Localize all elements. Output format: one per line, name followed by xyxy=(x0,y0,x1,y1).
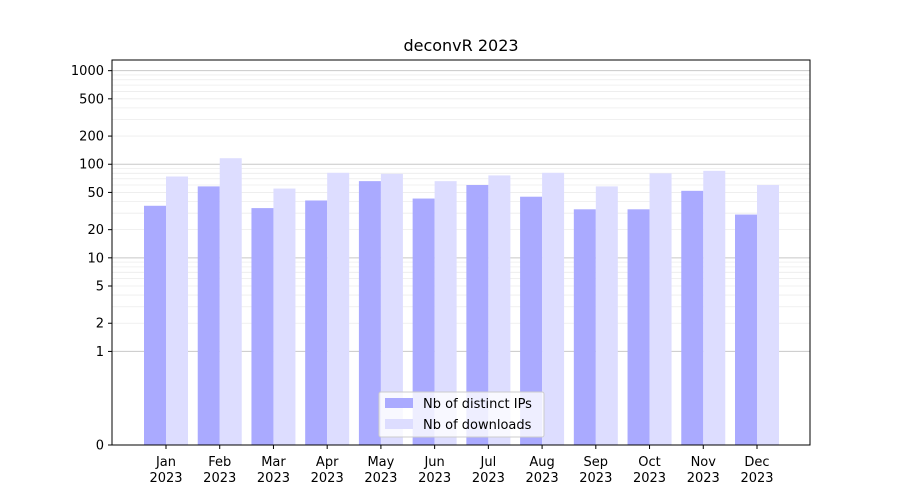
x-tick-label: Mar 2023 xyxy=(257,455,290,486)
bar-distinct-ips-4 xyxy=(305,200,328,445)
bar-distinct-ips-1 xyxy=(144,205,166,445)
bar-downloads-1 xyxy=(166,176,188,446)
bar-distinct-ips-5 xyxy=(358,181,381,445)
bar-downloads-12 xyxy=(757,185,779,445)
x-tick-label: Apr 2023 xyxy=(311,455,344,486)
x-tick-label: May 2023 xyxy=(364,455,397,486)
bar-downloads-7 xyxy=(488,175,511,445)
bar-downloads-3 xyxy=(273,188,296,445)
x-tick-label: Dec 2023 xyxy=(740,455,773,486)
x-axis: Jan 2023 Feb 2023 Mar 2023 Apr 2023 May 2023 Jun 20… xyxy=(149,445,774,486)
bar-distinct-ips-8 xyxy=(520,196,543,445)
bar-distinct-ips-6 xyxy=(412,198,435,445)
bar-downloads-4 xyxy=(327,172,350,445)
legend-label-downloads: Nb of downloads xyxy=(423,418,532,433)
bar-distinct-ips-11 xyxy=(681,190,704,445)
y-tick-label: 2 xyxy=(96,317,104,332)
y-axis: 0 1 2 5 10 20 50 100 200 500 1000 xyxy=(71,64,112,454)
bar-downloads-11 xyxy=(703,170,726,446)
bar-distinct-ips-3 xyxy=(251,208,274,445)
y-tick-label: 100 xyxy=(79,158,104,173)
bar-distinct-ips-10 xyxy=(627,209,650,445)
y-tick-label: 5 xyxy=(96,280,104,295)
x-tick-label: Sep 2023 xyxy=(579,455,612,486)
x-tick-label: Jun 2023 xyxy=(418,455,451,486)
bar-distinct-ips-2 xyxy=(197,186,220,445)
bar-downloads-8 xyxy=(542,172,565,445)
y-tick-label: 50 xyxy=(87,186,104,201)
x-tick-label: Feb 2023 xyxy=(203,455,236,486)
plot-frame xyxy=(111,59,811,446)
bar-distinct-ips-9 xyxy=(573,209,596,445)
x-tick-label: Nov 2023 xyxy=(687,455,720,486)
bar-downloads-2 xyxy=(219,158,242,446)
legend-label-ips: Nb of distinct IPs xyxy=(423,397,532,412)
bar-downloads-9 xyxy=(595,186,618,445)
bar-downloads-10 xyxy=(649,173,672,445)
y-tick-label: 200 xyxy=(79,130,104,145)
chart-title: deconvR 2023 xyxy=(403,36,518,55)
legend-box xyxy=(378,391,545,438)
y-tick-label: 10 xyxy=(87,251,104,266)
x-tick-label: Jul 2023 xyxy=(472,455,505,486)
y-tick-label: 1 xyxy=(96,345,104,360)
y-tick-label: 20 xyxy=(87,223,104,238)
legend-swatch-ips xyxy=(385,398,413,408)
y-tick-label: 0 xyxy=(96,439,104,454)
bars xyxy=(144,158,779,446)
legend-swatch-downloads xyxy=(385,419,413,429)
bar-downloads-5 xyxy=(380,173,403,446)
bar-distinct-ips-12 xyxy=(735,214,757,445)
y-tick-label: 500 xyxy=(79,92,104,107)
bar-downloads-6 xyxy=(434,181,457,445)
legend: Nb of distinct IPs Nb of downloads xyxy=(378,391,545,438)
x-tick-label: Oct 2023 xyxy=(633,455,666,486)
x-tick-label: Aug 2023 xyxy=(526,455,559,486)
x-tick-label: Jan 2023 xyxy=(149,455,182,486)
bar-distinct-ips-7 xyxy=(466,185,489,445)
y-tick-label: 1000 xyxy=(71,64,104,79)
